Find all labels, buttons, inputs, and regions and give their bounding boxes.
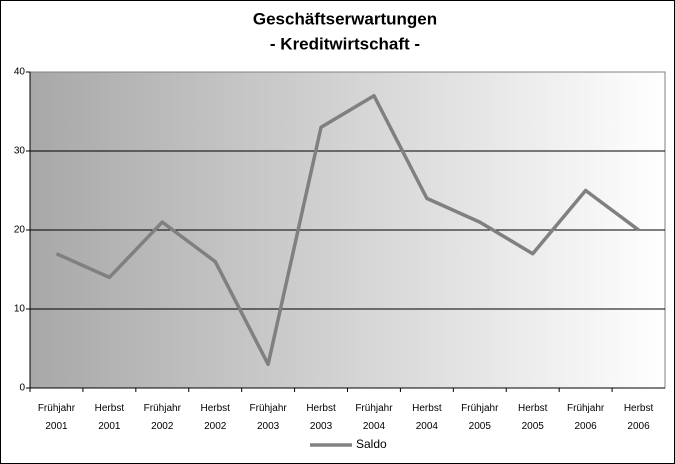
x-tick-label: Frühjahr 2004 xyxy=(355,403,393,432)
chart-subtitle: - Kreditwirtschaft - xyxy=(270,34,420,53)
x-tick-label: Frühjahr 2001 xyxy=(38,403,76,432)
x-tick-label: Frühjahr 2005 xyxy=(461,403,499,432)
x-tick-label: Herbst 2005 xyxy=(518,403,548,432)
x-tick-label: Herbst 2006 xyxy=(624,403,654,432)
x-tick-label: Herbst 2001 xyxy=(95,403,125,432)
y-tick-label: 0 xyxy=(19,383,25,394)
y-tick-label: 30 xyxy=(14,146,26,157)
y-tick-label: 20 xyxy=(14,225,26,236)
x-tick-label: Frühjahr 2002 xyxy=(144,403,182,432)
x-tick-label: Herbst 2004 xyxy=(412,403,442,432)
y-tick-label: 40 xyxy=(14,67,26,78)
chart-title: Geschäftserwartungen xyxy=(253,9,437,28)
x-tick-label: Frühjahr 2003 xyxy=(250,403,288,432)
x-tick-label: Frühjahr 2006 xyxy=(567,403,605,432)
x-tick-label: Herbst 2002 xyxy=(200,403,230,432)
x-tick-label: Herbst 2003 xyxy=(306,403,336,432)
y-tick-label: 10 xyxy=(14,304,26,315)
legend-label: Saldo xyxy=(356,437,387,451)
line xyxy=(55,93,640,367)
